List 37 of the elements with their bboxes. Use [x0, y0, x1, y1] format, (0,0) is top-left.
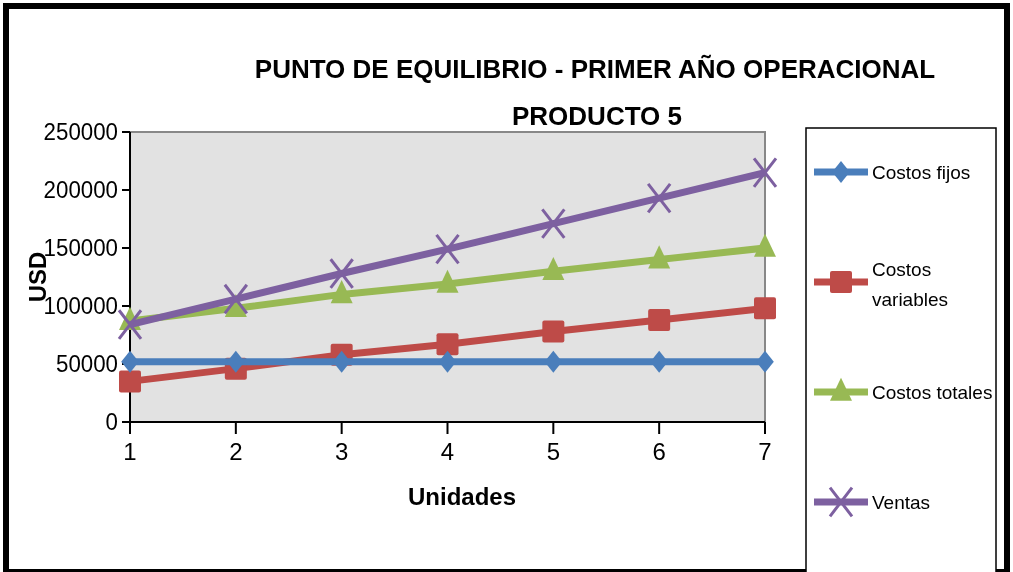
- x-tick-label: 5: [546, 438, 561, 465]
- point: [650, 350, 668, 373]
- point: [223, 283, 249, 315]
- y-tick-label: 200000: [43, 176, 124, 204]
- x-tick-label: 6: [652, 438, 666, 465]
- y-tick-label: 50000: [56, 350, 123, 378]
- legend-label: Costos totales: [872, 381, 993, 403]
- point: [117, 308, 143, 341]
- point: [646, 182, 672, 214]
- point: [332, 350, 351, 373]
- chart-title: PUNTO DE EQUILIBRIO - PRIMER AÑO OPERACIONAL: [254, 54, 936, 84]
- point: [648, 308, 671, 331]
- point: [752, 156, 778, 189]
- point: [119, 370, 141, 393]
- point: [227, 350, 245, 373]
- legend-label: Costos variables: [872, 258, 949, 310]
- legend-label: Costos fijos: [872, 161, 971, 183]
- x-tick-label: 4: [440, 438, 455, 465]
- legend-label: Ventas: [872, 491, 931, 513]
- y-tick-label: 0: [105, 408, 119, 436]
- x-tick-label: 7: [758, 438, 772, 465]
- point: [329, 257, 355, 290]
- point: [754, 297, 776, 320]
- x-tick-label: 3: [334, 438, 349, 465]
- point: [540, 207, 566, 240]
- point: [121, 350, 139, 373]
- y-tick-label: 250000: [43, 118, 124, 146]
- point: [436, 333, 459, 356]
- point: [435, 233, 460, 265]
- point: [542, 320, 565, 343]
- chart-subtitle: PRODUCTO 5: [512, 101, 682, 131]
- point: [756, 350, 774, 373]
- point: [544, 350, 563, 373]
- x-tick-label: 2: [229, 438, 243, 465]
- x-axis-title: Unidades: [407, 483, 517, 510]
- x-tick-label: 1: [123, 438, 137, 465]
- point: [438, 350, 457, 373]
